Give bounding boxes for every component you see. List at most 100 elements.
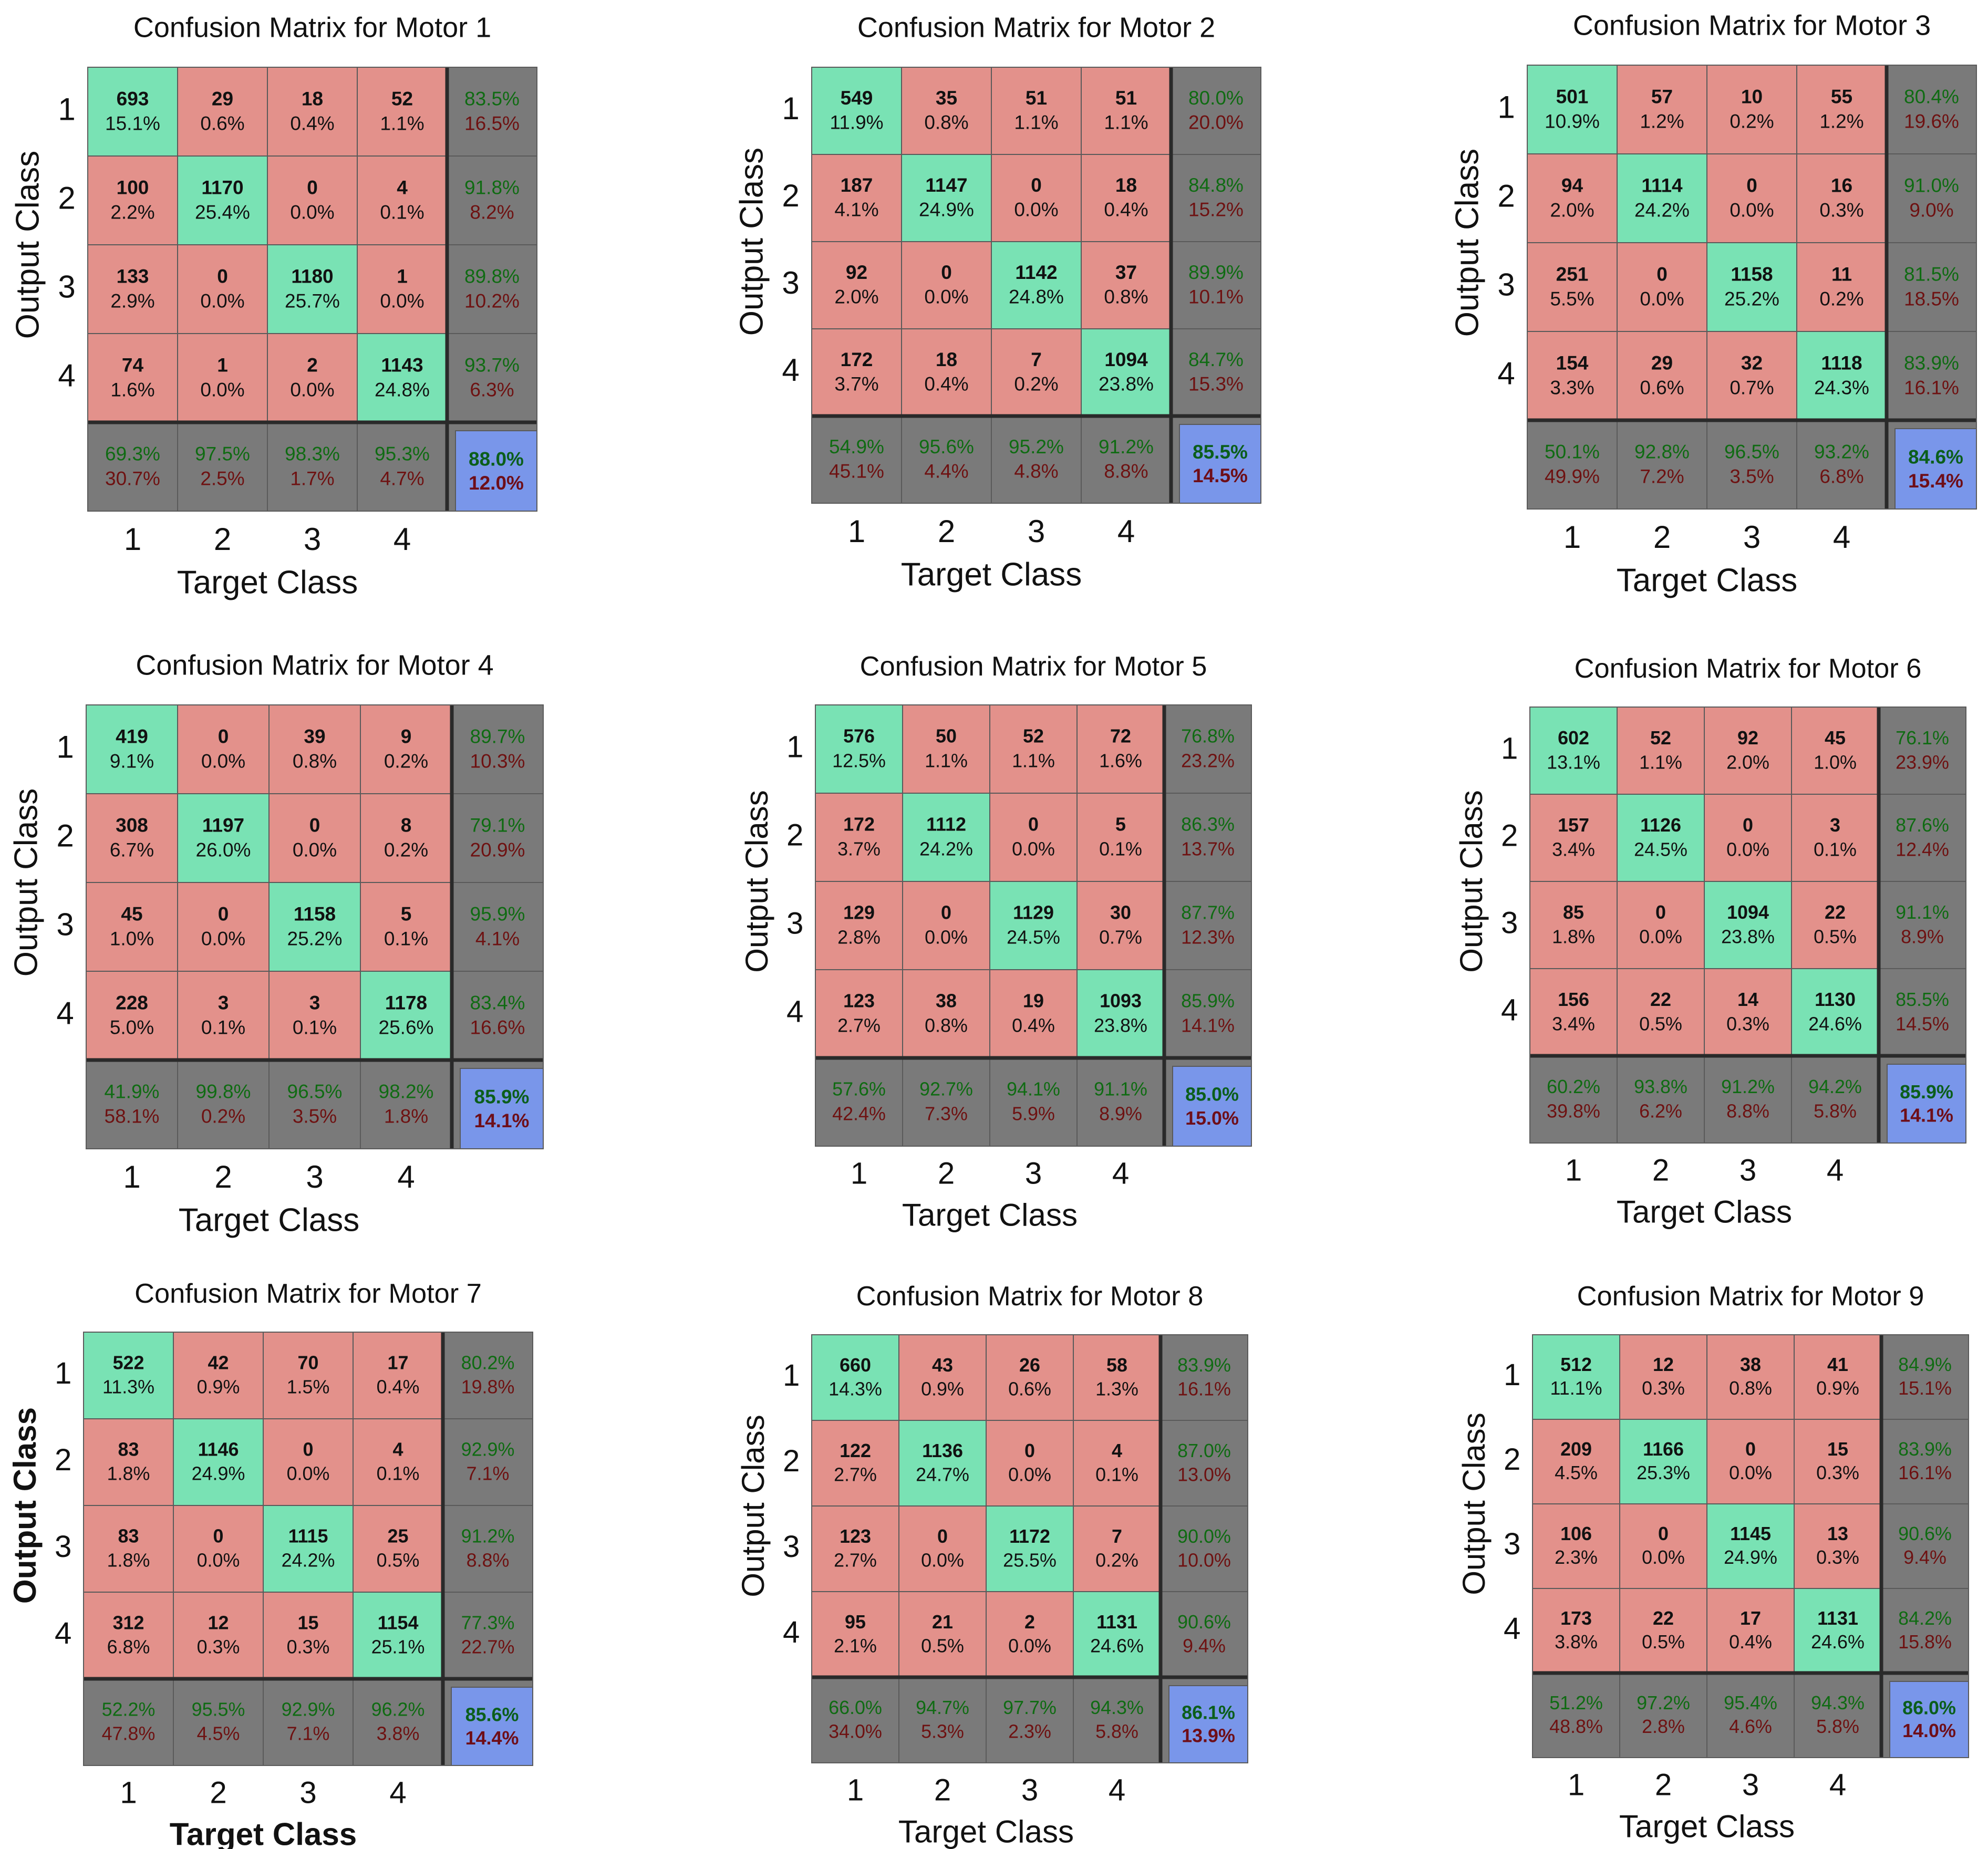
cell-percent: 0.8% bbox=[1729, 1378, 1772, 1399]
cell-count: 7 bbox=[1031, 349, 1042, 370]
cell-count: 3 bbox=[218, 992, 229, 1013]
row-summary-correct: 80.0% bbox=[1188, 87, 1244, 109]
matrix-cell bbox=[1706, 1334, 1795, 1420]
matrix-cell-diagonal bbox=[83, 1332, 174, 1419]
cell-percent: 24.9% bbox=[919, 199, 974, 221]
x-tick-label: 1 bbox=[1568, 1768, 1585, 1802]
x-tick-label: 2 bbox=[210, 1776, 226, 1810]
x-tick-label: 1 bbox=[848, 514, 865, 549]
cell-percent: 1.5% bbox=[287, 1377, 330, 1398]
col-summary-error: 4.7% bbox=[380, 468, 424, 490]
row-summary-cell bbox=[1164, 881, 1252, 970]
matrix-cell bbox=[1796, 242, 1887, 332]
cell-count: 0 bbox=[1743, 815, 1753, 836]
matrix-border bbox=[87, 67, 537, 512]
matrix-cell-diagonal bbox=[986, 1505, 1074, 1592]
overall-error: 14.1% bbox=[474, 1110, 530, 1131]
matrix-cell bbox=[1706, 153, 1797, 243]
cell-count: 106 bbox=[1560, 1523, 1592, 1544]
matrix-cell-diagonal bbox=[357, 333, 448, 423]
cell-count: 38 bbox=[1740, 1354, 1761, 1375]
matrix-cell-diagonal bbox=[1527, 65, 1618, 154]
col-summary-correct: 92.8% bbox=[1634, 441, 1690, 462]
cell-percent: 0.0% bbox=[924, 286, 968, 308]
cell-count: 18 bbox=[302, 88, 323, 109]
cell-count: 0 bbox=[303, 1439, 314, 1460]
cell-percent: 5.5% bbox=[1550, 288, 1594, 310]
matrix-cell-diagonal bbox=[1076, 969, 1165, 1058]
col-summary-error: 4.5% bbox=[197, 1723, 240, 1744]
matrix-cell bbox=[263, 1332, 354, 1419]
chart-title: Confusion Matrix for Motor 2 bbox=[857, 12, 1215, 43]
matrix-cell-diagonal bbox=[898, 1420, 987, 1507]
cell-count: 29 bbox=[212, 88, 233, 109]
overall-cell bbox=[451, 1687, 533, 1766]
row-summary-correct: 87.6% bbox=[1896, 815, 1949, 836]
matrix-cell bbox=[1706, 65, 1797, 154]
matrix-cell bbox=[268, 704, 361, 794]
cell-percent: 2.0% bbox=[1550, 200, 1594, 221]
cell-count: 26 bbox=[1019, 1355, 1040, 1376]
cell-percent: 0.0% bbox=[287, 1463, 330, 1484]
matrix-cell bbox=[902, 704, 990, 794]
col-summary-error: 6.2% bbox=[1639, 1100, 1682, 1121]
col-summary-correct: 91.2% bbox=[1099, 436, 1154, 458]
cell-count: 58 bbox=[1106, 1355, 1127, 1376]
matrix-cell bbox=[989, 793, 1078, 882]
cell-count: 1158 bbox=[1731, 263, 1773, 285]
row-summary-correct: 84.9% bbox=[1898, 1354, 1952, 1375]
cell-count: 0 bbox=[213, 1526, 224, 1547]
cell-count: 157 bbox=[1558, 815, 1589, 836]
cell-count: 4 bbox=[393, 1439, 403, 1460]
matrix-cell-diagonal bbox=[811, 1334, 899, 1421]
matrix-cell bbox=[83, 1418, 174, 1506]
row-summary-correct: 85.5% bbox=[1896, 989, 1949, 1010]
col-summary-correct: 96.2% bbox=[371, 1699, 425, 1720]
cell-count: 209 bbox=[1560, 1439, 1592, 1460]
matrix-cell bbox=[86, 882, 178, 972]
row-summary-error: 15.3% bbox=[1188, 373, 1244, 395]
row-summary-correct: 83.9% bbox=[1904, 352, 1959, 373]
cell-percent: 0.0% bbox=[1014, 199, 1058, 221]
cell-count: 129 bbox=[843, 902, 875, 923]
matrix-cell bbox=[353, 1505, 443, 1593]
confusion-matrix-panel: Confusion Matrix for Motor 4 Output Class… bbox=[8, 649, 544, 1238]
cell-count: 15 bbox=[298, 1613, 319, 1634]
row-summary-error: 16.1% bbox=[1177, 1378, 1231, 1399]
cell-count: 1197 bbox=[202, 814, 244, 836]
cell-count: 419 bbox=[116, 725, 148, 747]
cell-percent: 1.6% bbox=[1099, 751, 1142, 772]
cell-count: 52 bbox=[1650, 728, 1671, 749]
matrix-cell bbox=[902, 969, 990, 1058]
row-summary-error: 20.9% bbox=[470, 839, 525, 861]
row-summary-error: 16.1% bbox=[1898, 1462, 1952, 1483]
matrix-cell-diagonal bbox=[1529, 707, 1618, 795]
cell-count: 123 bbox=[840, 1526, 871, 1547]
cell-percent: 24.2% bbox=[1634, 200, 1690, 221]
cell-count: 18 bbox=[1115, 174, 1137, 196]
cell-percent: 23.8% bbox=[1094, 1015, 1147, 1036]
overall-error: 15.0% bbox=[1185, 1108, 1239, 1129]
matrix-cell bbox=[173, 1592, 264, 1679]
matrix-cell-diagonal bbox=[263, 1505, 354, 1593]
row-summary-cell bbox=[1878, 707, 1966, 795]
cell-percent: 0.7% bbox=[1099, 927, 1142, 948]
matrix-cell bbox=[1529, 968, 1618, 1056]
cell-count: 156 bbox=[1558, 989, 1589, 1010]
row-summary-correct: 91.1% bbox=[1896, 902, 1949, 923]
cell-percent: 2.7% bbox=[834, 1550, 877, 1571]
matrix-cell bbox=[1791, 881, 1879, 969]
matrix-border bbox=[1532, 1334, 1969, 1758]
cell-count: 693 bbox=[117, 88, 149, 109]
col-summary-cell bbox=[1619, 1673, 1707, 1758]
col-summary-cell bbox=[1794, 1673, 1882, 1758]
cell-count: 501 bbox=[1556, 86, 1589, 107]
matrix-cell bbox=[901, 241, 992, 329]
overall-cell bbox=[1179, 424, 1261, 504]
overall-correct: 84.6% bbox=[1908, 446, 1963, 468]
row-summary-correct: 80.2% bbox=[461, 1353, 515, 1374]
confusion-matrix-panel: Confusion Matrix for Motor 7 Output Class… bbox=[7, 1279, 533, 1849]
cell-percent: 0.9% bbox=[1816, 1378, 1859, 1399]
cell-percent: 0.1% bbox=[1099, 839, 1142, 860]
cell-percent: 1.8% bbox=[107, 1550, 150, 1571]
